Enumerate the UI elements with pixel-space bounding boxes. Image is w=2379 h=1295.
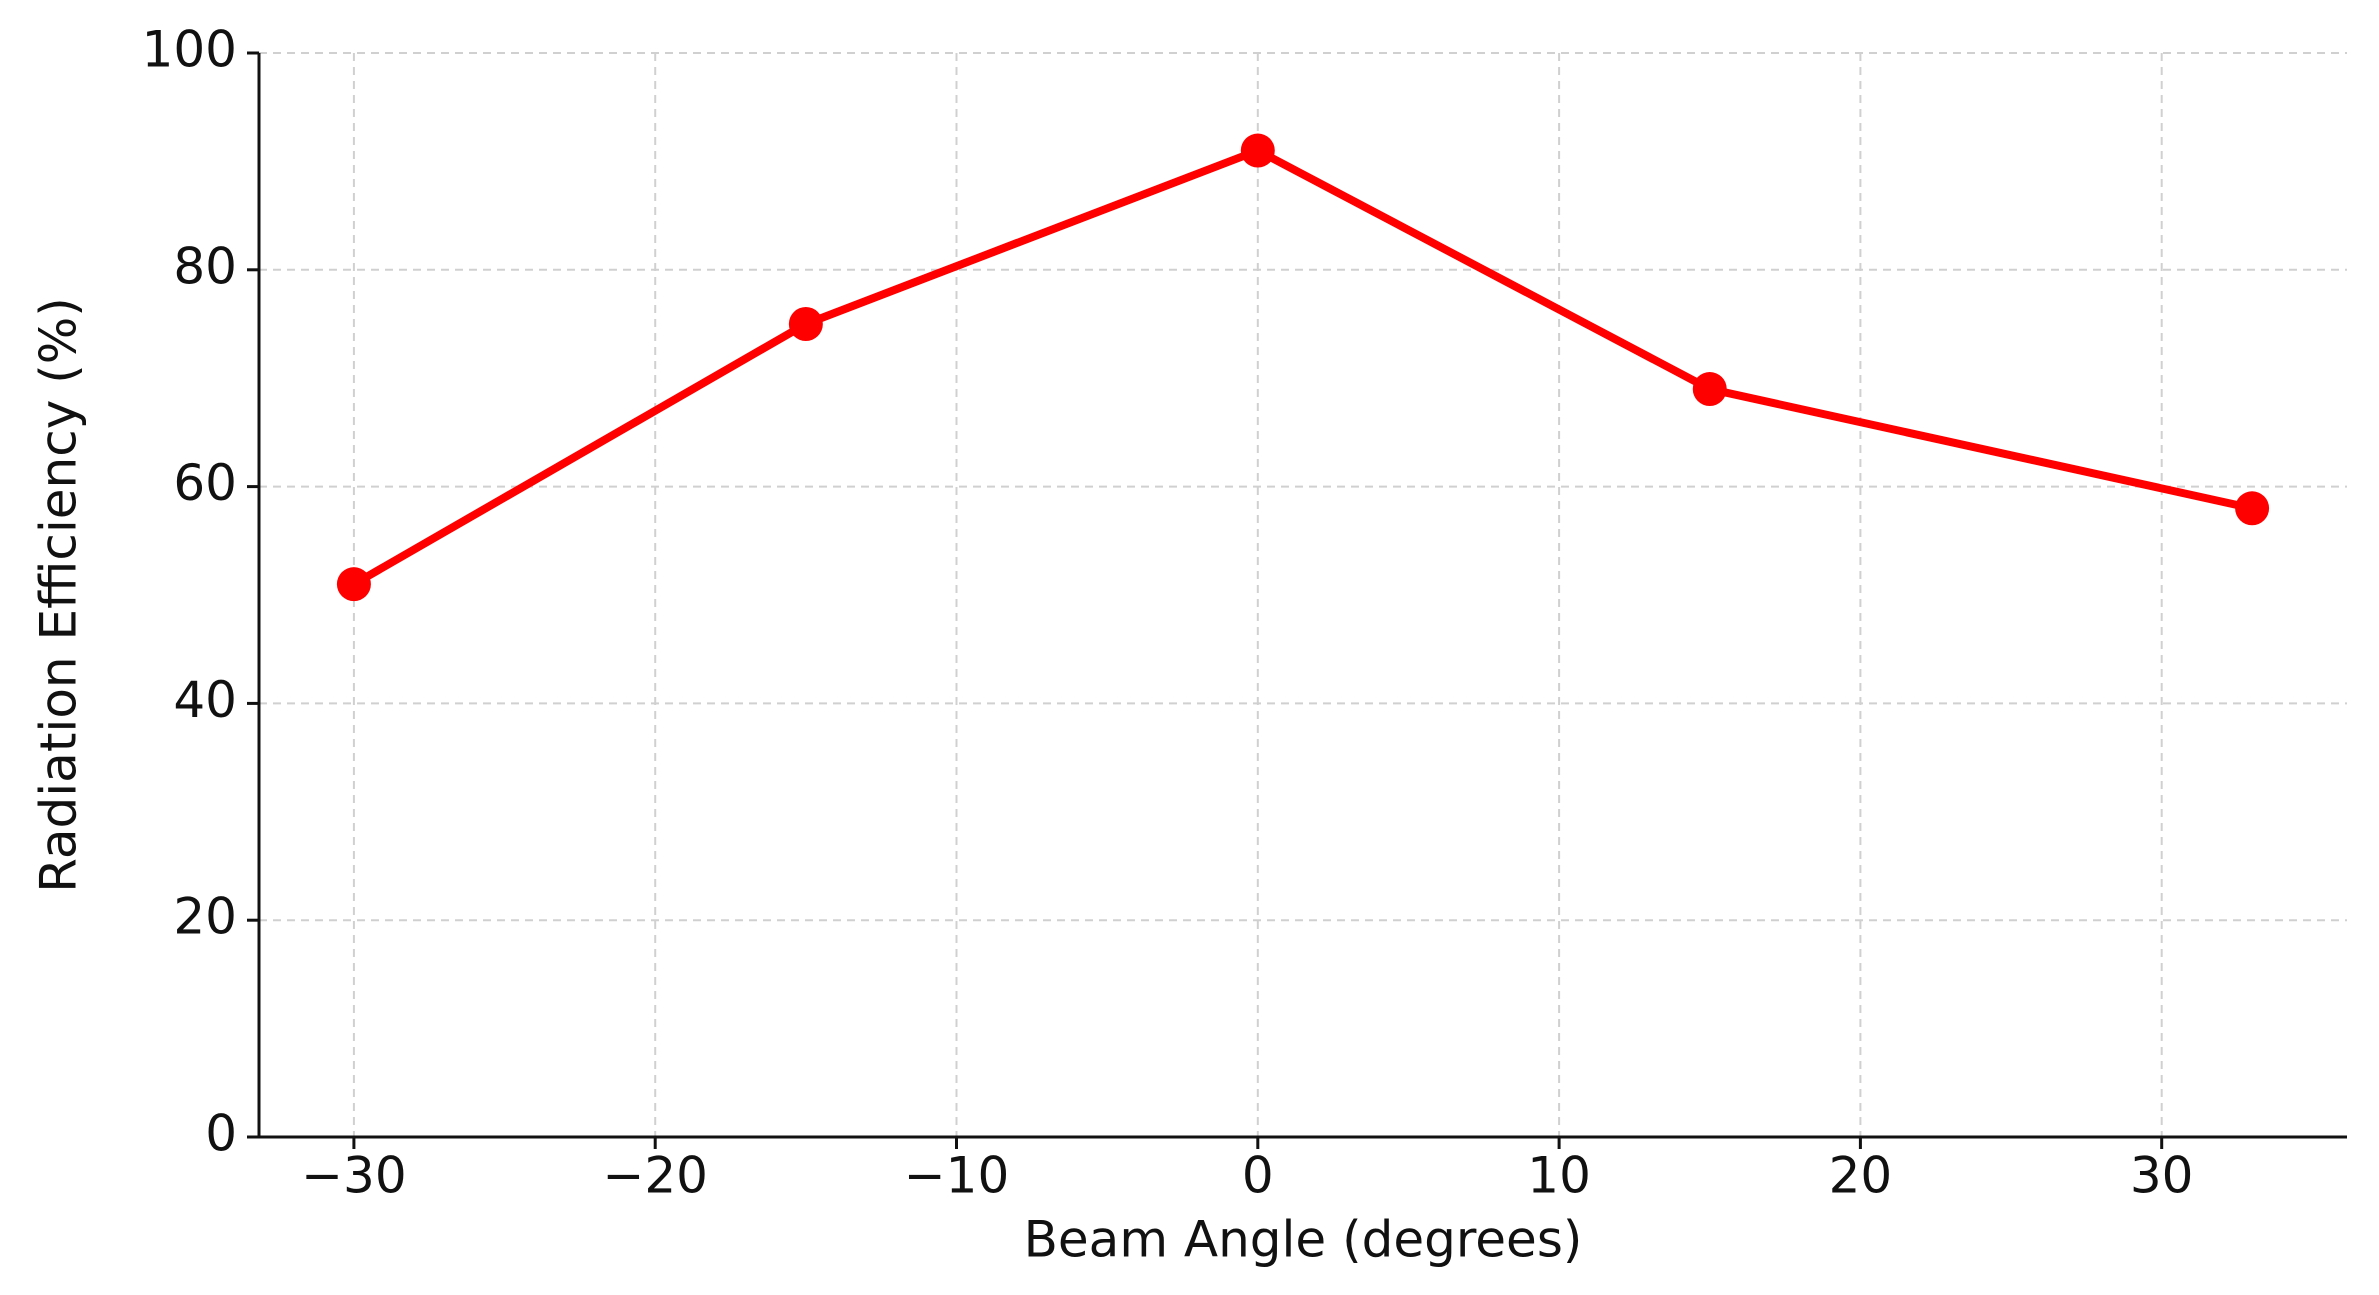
marker (2235, 491, 2270, 526)
x-axis-label: Beam Angle (degrees) (1024, 1211, 1583, 1269)
line (351, 146, 2253, 588)
x-tick-label: −10 (904, 1147, 1010, 1205)
y-tick-label: 0 (205, 1105, 237, 1163)
y-axis-label: Radiation Efficiency (%) (30, 297, 88, 892)
x-tick-label: −20 (602, 1147, 708, 1205)
x-tick-label: 10 (1527, 1147, 1591, 1205)
y-tick-label: 40 (173, 671, 237, 729)
x-tick-label: −30 (301, 1147, 407, 1205)
y-tick-label: 80 (173, 237, 237, 295)
y-tick-label: 20 (173, 888, 237, 946)
y-tick-label: 60 (173, 454, 237, 512)
marker (1692, 372, 1727, 407)
marker (1240, 133, 1275, 168)
x-tick-label: 0 (1242, 1147, 1274, 1205)
marker (788, 307, 823, 341)
x-tick-label: 30 (2130, 1147, 2194, 1205)
y-tick-label: 100 (142, 21, 237, 79)
marker (336, 567, 371, 602)
x-tick-label: 20 (1829, 1147, 1893, 1205)
